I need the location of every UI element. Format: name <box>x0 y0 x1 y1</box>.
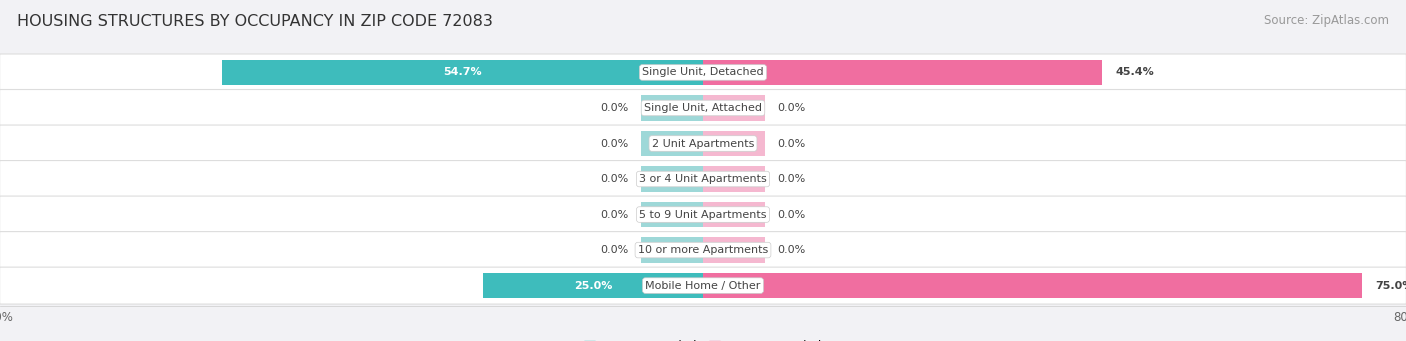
FancyBboxPatch shape <box>0 54 1406 91</box>
Bar <box>641 95 703 121</box>
Text: 75.0%: 75.0% <box>1375 281 1406 291</box>
Text: 45.4%: 45.4% <box>1115 68 1154 77</box>
Text: 2 Unit Apartments: 2 Unit Apartments <box>652 138 754 148</box>
Text: 0.0%: 0.0% <box>778 174 806 184</box>
Text: 0.0%: 0.0% <box>778 138 806 148</box>
Text: 0.0%: 0.0% <box>600 210 628 220</box>
FancyBboxPatch shape <box>0 232 1406 269</box>
Text: Single Unit, Attached: Single Unit, Attached <box>644 103 762 113</box>
Bar <box>703 166 765 192</box>
Text: 10 or more Apartments: 10 or more Apartments <box>638 245 768 255</box>
Bar <box>641 166 703 192</box>
Bar <box>703 237 765 263</box>
Text: 5 to 9 Unit Apartments: 5 to 9 Unit Apartments <box>640 210 766 220</box>
Text: 0.0%: 0.0% <box>600 138 628 148</box>
Text: 0.0%: 0.0% <box>778 245 806 255</box>
Bar <box>703 131 765 156</box>
Bar <box>641 237 703 263</box>
Text: 54.7%: 54.7% <box>443 68 482 77</box>
Text: 0.0%: 0.0% <box>778 210 806 220</box>
Bar <box>703 202 765 227</box>
Text: 25.0%: 25.0% <box>574 281 613 291</box>
Text: 0.0%: 0.0% <box>600 174 628 184</box>
Bar <box>703 95 765 121</box>
Text: 0.0%: 0.0% <box>778 103 806 113</box>
Text: Single Unit, Detached: Single Unit, Detached <box>643 68 763 77</box>
Text: HOUSING STRUCTURES BY OCCUPANCY IN ZIP CODE 72083: HOUSING STRUCTURES BY OCCUPANCY IN ZIP C… <box>17 14 492 29</box>
Bar <box>222 60 703 85</box>
Text: Source: ZipAtlas.com: Source: ZipAtlas.com <box>1264 14 1389 27</box>
Text: 0.0%: 0.0% <box>600 103 628 113</box>
FancyBboxPatch shape <box>0 125 1406 162</box>
Bar <box>641 202 703 227</box>
Bar <box>641 131 703 156</box>
FancyBboxPatch shape <box>0 161 1406 197</box>
Bar <box>703 60 1102 85</box>
FancyBboxPatch shape <box>0 90 1406 127</box>
Bar <box>703 273 1362 298</box>
FancyBboxPatch shape <box>0 267 1406 304</box>
Text: 0.0%: 0.0% <box>600 245 628 255</box>
FancyBboxPatch shape <box>0 196 1406 233</box>
Legend: Owner-occupied, Renter-occupied: Owner-occupied, Renter-occupied <box>579 335 827 341</box>
Text: Mobile Home / Other: Mobile Home / Other <box>645 281 761 291</box>
Text: 3 or 4 Unit Apartments: 3 or 4 Unit Apartments <box>640 174 766 184</box>
Bar <box>484 273 703 298</box>
